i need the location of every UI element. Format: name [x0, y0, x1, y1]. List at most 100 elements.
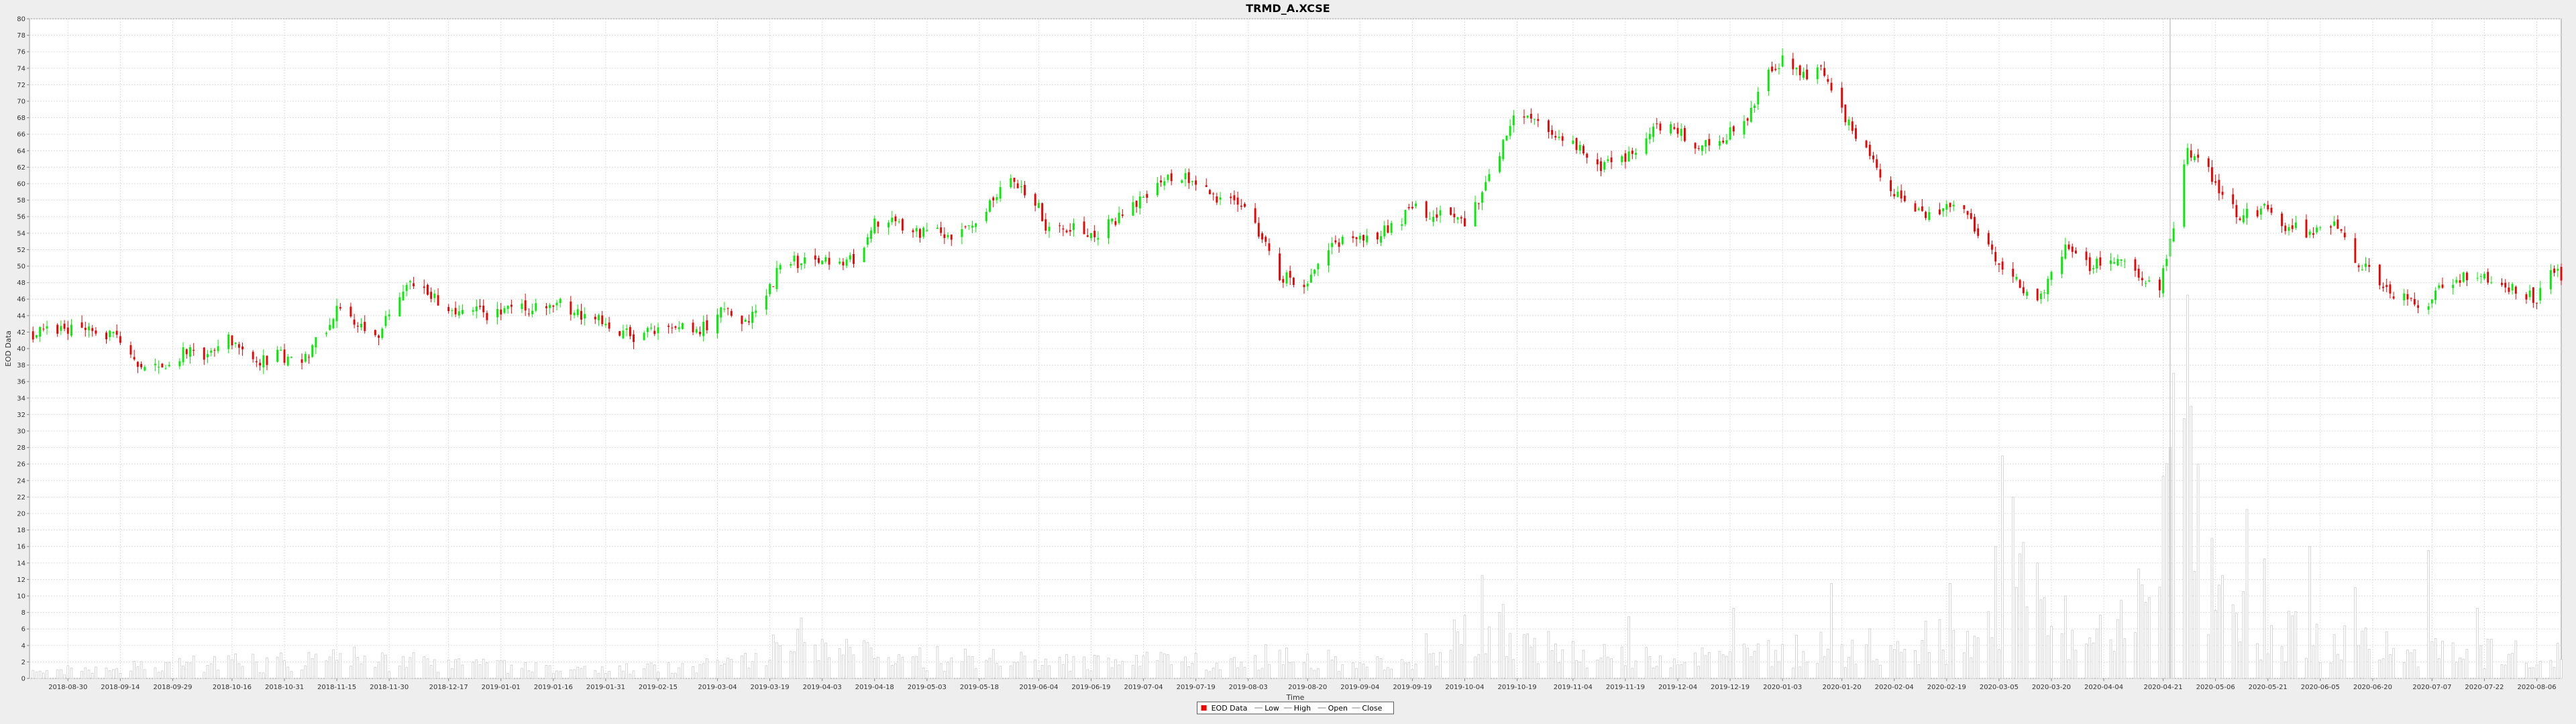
x-tick-label: 2018-12-17 [429, 684, 468, 691]
candle-body [570, 301, 572, 315]
volume-bar [206, 664, 209, 679]
candle-body [2120, 259, 2123, 261]
candle-body [1851, 121, 1854, 131]
volume-bar [1219, 669, 1222, 679]
candle-body [1138, 196, 1141, 208]
volume-bar [943, 670, 946, 679]
candle-body [1914, 203, 1917, 212]
candle-body [1512, 115, 1515, 125]
volume-bar [1927, 652, 1931, 679]
volume-bar [800, 617, 803, 679]
volume-bar [1529, 646, 1533, 679]
volume-bar [475, 659, 478, 679]
candle-body [2434, 290, 2437, 300]
candle-body [790, 264, 792, 266]
candle-body [1509, 125, 1511, 136]
volume-bar [1110, 667, 1114, 679]
candle-body [1352, 236, 1354, 239]
candle-body [329, 324, 331, 330]
volume-bar [1089, 670, 1093, 679]
volume-bar [1009, 665, 1012, 679]
volume-bar [1236, 667, 1239, 679]
legend-label: EOD Data [1212, 704, 1248, 713]
candle-body [1306, 283, 1309, 287]
candle-body [1827, 78, 1829, 82]
volume-bar [1194, 653, 1197, 679]
volume-bar [877, 656, 879, 679]
volume-bar [702, 663, 705, 679]
volume-bar [2001, 455, 2004, 679]
candle-body [1998, 263, 2000, 265]
candle-body [1844, 104, 1847, 123]
candle-body [161, 363, 164, 367]
candle-body [1024, 184, 1026, 196]
volume-bar [1865, 644, 1868, 679]
candle-body [2158, 280, 2161, 291]
candle-body [2441, 284, 2444, 288]
candle-body [1205, 185, 1208, 187]
volume-bar [1379, 658, 1383, 679]
volume-bar [2315, 623, 2318, 679]
candle-body [1847, 119, 1850, 125]
candle-body [2211, 167, 2213, 182]
candle-body [1694, 143, 1697, 149]
volume-bar [423, 656, 426, 679]
volume-bar [1799, 666, 1802, 679]
candle-body [266, 355, 268, 365]
candle-body [2043, 292, 2046, 294]
volume-bar [1708, 652, 1711, 679]
volume-bar [629, 674, 632, 679]
volume-bar [1365, 666, 1368, 679]
candle-body [1523, 116, 1525, 118]
volume-bar [2095, 628, 2098, 679]
candle-body [213, 350, 216, 351]
volume-bar [988, 658, 991, 679]
volume-bar [719, 665, 722, 679]
candle-body [901, 219, 904, 231]
volume-bar [1048, 665, 1051, 679]
volume-bar [80, 670, 83, 679]
candle-body [1083, 221, 1085, 235]
volume-bar [2266, 653, 2269, 679]
candle-body [178, 361, 181, 367]
candle-body [619, 330, 621, 336]
candle-body [1309, 274, 1312, 283]
candle-body [262, 355, 265, 368]
volume-bar [2074, 650, 2078, 679]
candle-body [1146, 194, 1148, 198]
volume-bar [1016, 662, 1019, 679]
volume-bar [1376, 656, 1379, 679]
volume-bar [388, 671, 390, 679]
candle-body [1903, 195, 1906, 202]
candle-body [1135, 200, 1138, 207]
volume-bar [2088, 637, 2092, 679]
volume-bar [1802, 651, 1805, 679]
volume-bar [38, 670, 42, 679]
volume-bar [1844, 667, 1847, 679]
candle-body [1778, 68, 1780, 70]
volume-bar [157, 672, 160, 679]
volume-bar [2242, 591, 2245, 679]
x-tick-label: 2020-07-22 [2465, 684, 2504, 691]
volume-bar [771, 634, 775, 679]
candle-body [2214, 181, 2217, 183]
volume-bar [692, 666, 694, 679]
volume-bar [947, 662, 949, 679]
candle-body [2259, 208, 2262, 215]
volume-bar [377, 662, 380, 679]
y-tick-label: 70 [17, 99, 25, 106]
candle-body [217, 346, 219, 351]
y-tick-label: 14 [17, 560, 25, 567]
volume-bar [1655, 666, 1658, 679]
x-tick-label: 2019-12-04 [1658, 684, 1697, 691]
candle-body [643, 333, 645, 341]
candle-body [144, 367, 146, 371]
volume-bar [2288, 611, 2290, 679]
candle-body [1383, 225, 1386, 237]
candle-body [1181, 180, 1183, 183]
volume-bar [328, 656, 331, 679]
x-tick-label: 2019-05-03 [908, 684, 947, 691]
volume-bar [1550, 650, 1554, 679]
volume-bar [1872, 660, 1875, 679]
volume-bar [1138, 666, 1142, 679]
